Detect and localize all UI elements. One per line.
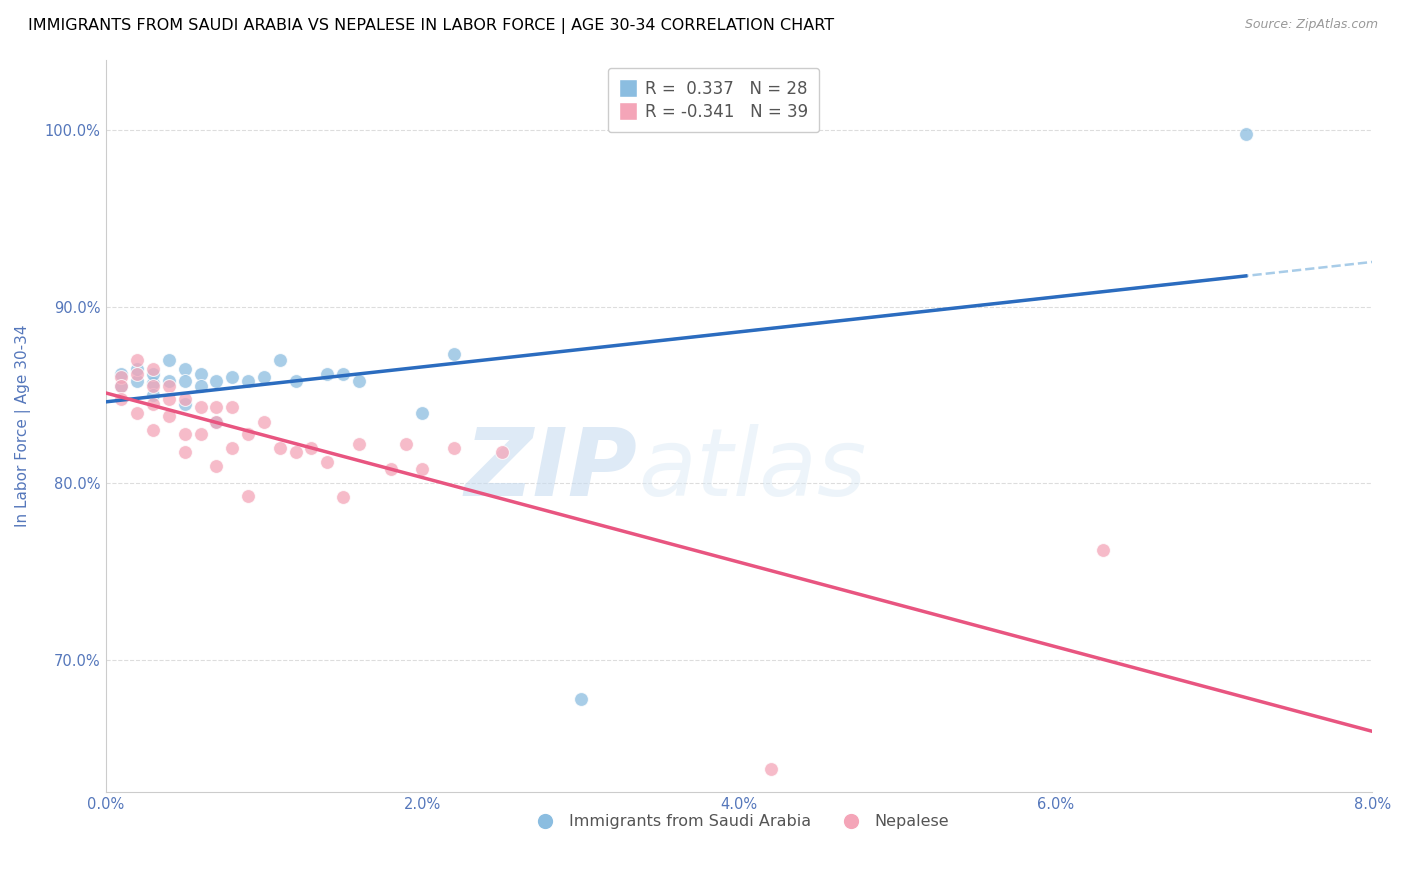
Point xyxy=(205,401,228,415)
Point xyxy=(142,423,165,437)
Point xyxy=(253,370,276,384)
Point xyxy=(236,426,259,441)
Point xyxy=(443,441,465,455)
Point xyxy=(142,361,165,376)
Point xyxy=(173,397,195,411)
Point xyxy=(205,415,228,429)
Y-axis label: In Labor Force | Age 30-34: In Labor Force | Age 30-34 xyxy=(15,325,31,527)
Point xyxy=(284,374,307,388)
Point xyxy=(347,437,370,451)
Point xyxy=(157,352,180,367)
Point xyxy=(205,458,228,473)
Point xyxy=(127,361,149,376)
Point xyxy=(221,401,243,415)
Point xyxy=(157,379,180,393)
Point xyxy=(173,361,195,376)
Point xyxy=(205,415,228,429)
Point xyxy=(142,379,165,393)
Point xyxy=(110,370,132,384)
Text: ZIP: ZIP xyxy=(465,424,638,516)
Point xyxy=(173,374,195,388)
Point xyxy=(173,444,195,458)
Point xyxy=(190,379,212,393)
Point xyxy=(142,367,165,381)
Point xyxy=(347,374,370,388)
Point xyxy=(491,444,513,458)
Point xyxy=(269,352,291,367)
Point xyxy=(142,388,165,402)
Point xyxy=(411,462,433,476)
Point xyxy=(221,370,243,384)
Point xyxy=(190,426,212,441)
Point xyxy=(127,352,149,367)
Point xyxy=(236,489,259,503)
Point xyxy=(110,379,132,393)
Point xyxy=(316,367,339,381)
Point xyxy=(284,444,307,458)
Point xyxy=(142,397,165,411)
Point xyxy=(569,691,592,706)
Point xyxy=(173,392,195,406)
Point xyxy=(395,437,418,451)
Point xyxy=(236,374,259,388)
Point xyxy=(157,374,180,388)
Point xyxy=(301,441,323,455)
Point xyxy=(110,367,132,381)
Point xyxy=(173,426,195,441)
Point xyxy=(1092,543,1115,558)
Text: atlas: atlas xyxy=(638,425,866,516)
Point xyxy=(316,455,339,469)
Point xyxy=(253,415,276,429)
Point xyxy=(190,367,212,381)
Point xyxy=(1234,127,1257,141)
Point xyxy=(127,374,149,388)
Text: IMMIGRANTS FROM SAUDI ARABIA VS NEPALESE IN LABOR FORCE | AGE 30-34 CORRELATION : IMMIGRANTS FROM SAUDI ARABIA VS NEPALESE… xyxy=(28,18,834,34)
Point xyxy=(127,367,149,381)
Point xyxy=(157,409,180,424)
Point xyxy=(411,406,433,420)
Point xyxy=(332,367,354,381)
Point xyxy=(110,392,132,406)
Point xyxy=(759,763,782,777)
Legend: Immigrants from Saudi Arabia, Nepalese: Immigrants from Saudi Arabia, Nepalese xyxy=(523,808,956,836)
Point xyxy=(205,374,228,388)
Point xyxy=(142,376,165,390)
Point xyxy=(110,379,132,393)
Point xyxy=(190,401,212,415)
Point xyxy=(332,491,354,505)
Point xyxy=(127,406,149,420)
Text: Source: ZipAtlas.com: Source: ZipAtlas.com xyxy=(1244,18,1378,31)
Point xyxy=(443,347,465,361)
Point xyxy=(157,392,180,406)
Point xyxy=(380,462,402,476)
Point xyxy=(221,441,243,455)
Point xyxy=(269,441,291,455)
